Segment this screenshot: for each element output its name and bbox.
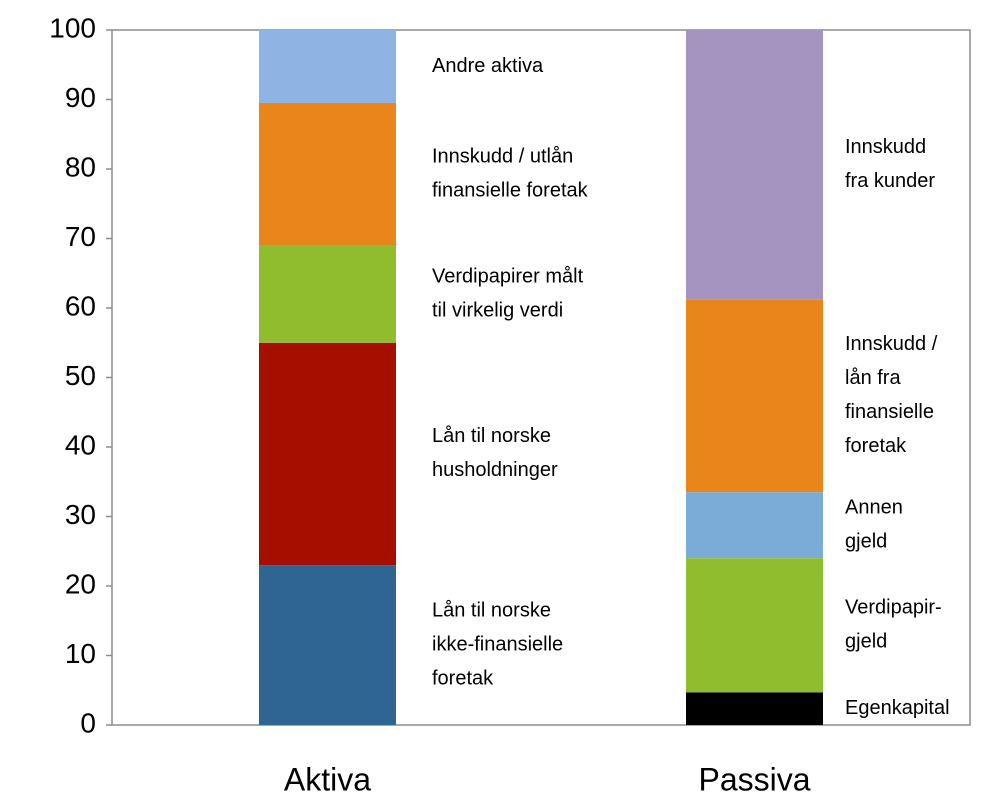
segment-label: til virkelig verdi — [432, 299, 563, 321]
y-tick-label: 40 — [65, 429, 96, 460]
segment-label: husholdninger — [432, 459, 558, 481]
bar-segment — [686, 299, 823, 493]
segment-label: Innskudd / — [845, 333, 938, 355]
segment-label: ikke-finansielle — [432, 633, 563, 655]
y-tick-label: 90 — [65, 82, 96, 113]
bar-segment — [686, 492, 823, 559]
segment-label: finansielle foretak — [432, 179, 589, 201]
bar-segment — [686, 558, 823, 693]
segment-label: Andre aktiva — [432, 55, 544, 77]
segment-label: Verdipapir- — [845, 597, 942, 619]
bar-segment — [686, 30, 823, 300]
y-tick-label: 30 — [65, 499, 96, 530]
segment-label: foretak — [432, 667, 494, 689]
segment-label: lån fra — [845, 367, 901, 389]
segment-label: Verdipapirer målt — [432, 265, 584, 287]
y-tick-label: 80 — [65, 151, 96, 182]
y-tick-label: 70 — [65, 221, 96, 252]
y-tick-label: 10 — [65, 638, 96, 669]
bar-segment — [259, 565, 396, 725]
segment-label: Lån til norske — [432, 599, 551, 621]
bar-segment — [259, 102, 396, 246]
segment-label: Lån til norske — [432, 425, 551, 447]
bar-segment — [259, 342, 396, 566]
x-tick-label: Aktiva — [284, 761, 371, 797]
segment-label: Egenkapital — [845, 697, 950, 719]
bar-segment — [686, 692, 823, 725]
segment-label: gjeld — [845, 631, 887, 653]
y-tick-label: 50 — [65, 360, 96, 391]
bar-segment — [259, 30, 396, 103]
y-tick-label: 60 — [65, 290, 96, 321]
segment-label: gjeld — [845, 530, 887, 552]
y-tick-label: 0 — [80, 707, 96, 738]
x-tick-label: Passiva — [698, 761, 810, 797]
segment-label: Annen — [845, 496, 903, 518]
segment-label: Innskudd — [845, 136, 926, 158]
segment-label: finansielle — [845, 401, 934, 423]
y-tick-label: 100 — [49, 12, 96, 43]
bar-segment — [259, 245, 396, 343]
y-tick-label: 20 — [65, 568, 96, 599]
segment-label: foretak — [845, 435, 907, 457]
segment-label: Innskudd / utlån — [432, 145, 573, 167]
segment-label: fra kunder — [845, 170, 935, 192]
